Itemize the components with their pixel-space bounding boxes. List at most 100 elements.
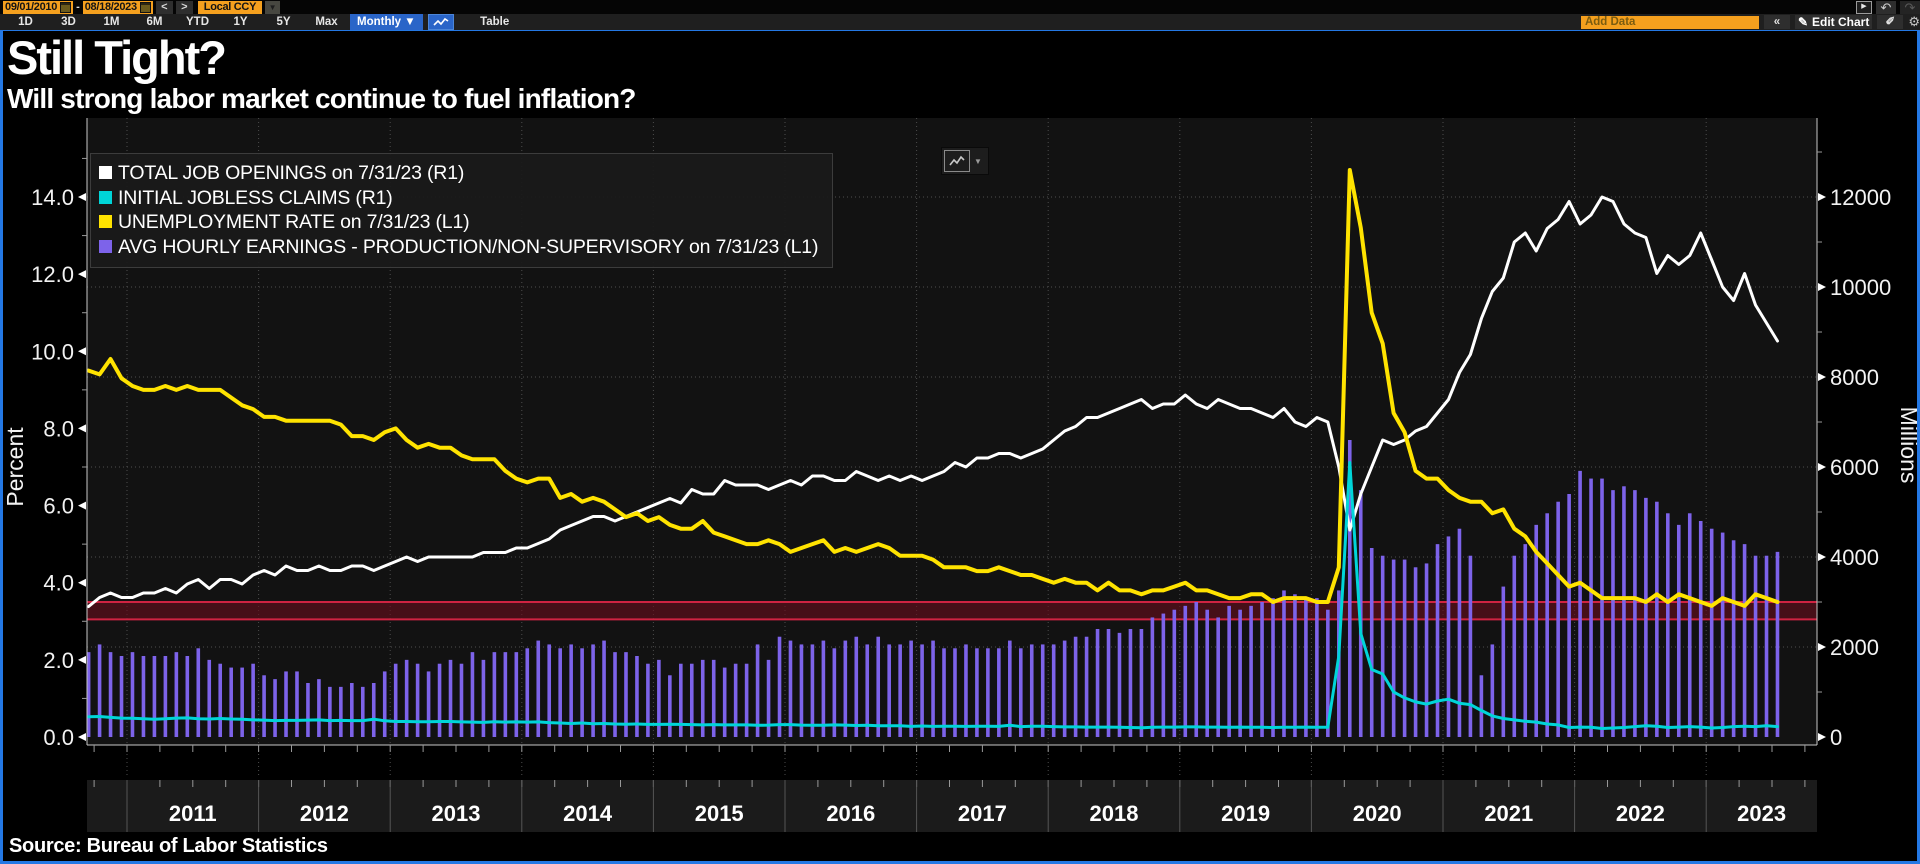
add-data-input[interactable] [1580, 15, 1759, 29]
earnings-bar [1084, 636, 1089, 737]
settings-gear-icon[interactable]: ⚙ [1908, 14, 1920, 29]
calendar-icon[interactable] [139, 1, 151, 13]
earnings-bar [920, 644, 924, 737]
earnings-bar [382, 671, 387, 737]
table-button[interactable]: Table [480, 16, 510, 28]
annotate-icon[interactable]: ✐ [1877, 15, 1904, 29]
left-tick-label: 0.0 [43, 725, 74, 750]
right-axis: 0 2000 4000 6000 8000 10000 12000 [1817, 151, 1891, 750]
range-button-ytd[interactable]: YTD [186, 16, 209, 28]
earnings-bar [1150, 617, 1155, 737]
earnings-bar [306, 683, 310, 737]
earnings-bar [1468, 555, 1473, 737]
year-label[interactable]: 2011 [169, 801, 217, 826]
left-tick-icon [78, 424, 86, 433]
legend-label: INITIAL JOBLESS CLAIMS (R1) [118, 186, 393, 209]
earnings-bar [360, 686, 365, 737]
year-label[interactable]: 2019 [1221, 801, 1270, 826]
earnings-bar [931, 640, 935, 737]
right-tick-label: 6000 [1830, 455, 1879, 480]
earnings-bar [1205, 609, 1210, 737]
edit-chart-button[interactable]: ✎ Edit Chart [1794, 15, 1873, 29]
undo-icon[interactable]: ↶ [1876, 0, 1896, 14]
earnings-bar [1347, 440, 1352, 737]
earnings-bar [547, 644, 552, 737]
earnings-bar [1128, 629, 1133, 737]
range-button-1d[interactable]: 1D [18, 16, 33, 28]
legend-swatch-icon [99, 215, 112, 228]
year-labels: 2011 2012 2013 2014 2015 2016 2017 2018 2019 2020… [126, 780, 1786, 832]
end-date-field[interactable]: 08/18/2023 [82, 0, 153, 14]
legend-swatch-icon [99, 190, 112, 204]
earnings-bar [1161, 613, 1166, 737]
year-label[interactable]: 2022 [1616, 801, 1665, 826]
earnings-bar [415, 663, 420, 737]
start-date-field[interactable]: 09/01/2010 [3, 0, 74, 14]
legend-label: UNEMPLOYMENT RATE on 7/31/23 (L1) [118, 211, 470, 233]
year-label[interactable]: 2013 [432, 801, 481, 826]
range-button-5y[interactable]: 5Y [276, 16, 291, 28]
range-button-1y[interactable]: 1Y [233, 16, 248, 28]
earnings-bar [1523, 544, 1528, 737]
end-date-value: 08/18/2023 [84, 1, 137, 13]
left-tick-icon [78, 270, 86, 279]
legend-item[interactable]: TOTAL JOB OPENINGS on 7/31/23 (R1) [99, 161, 818, 186]
prev-period-button[interactable]: < [155, 0, 173, 14]
earnings-bar [1742, 544, 1747, 737]
earnings-bar [1666, 513, 1670, 737]
earnings-bar [514, 652, 519, 737]
right-tick-label: 4000 [1830, 545, 1879, 570]
year-label[interactable]: 2017 [958, 801, 1007, 826]
calendar-icon[interactable] [60, 1, 72, 13]
year-label[interactable]: 2021 [1484, 801, 1533, 826]
next-period-button[interactable]: > [175, 0, 193, 14]
year-label[interactable]: 2023 [1737, 801, 1786, 826]
currency-selector[interactable]: Local CCY [197, 0, 263, 14]
legend-item[interactable]: UNEMPLOYMENT RATE on 7/31/23 (L1) [99, 210, 818, 235]
earnings-bar [942, 648, 946, 737]
left-tick-label: 14.0 [31, 185, 74, 210]
range-button-6m[interactable]: 6M [146, 16, 163, 28]
year-label[interactable]: 2014 [563, 801, 613, 826]
range-button-max[interactable]: Max [315, 16, 338, 28]
year-label[interactable]: 2018 [1090, 801, 1139, 826]
chevron-down-icon[interactable]: ▼ [265, 0, 281, 14]
earnings-bar [350, 683, 354, 737]
earnings-bar [536, 640, 541, 737]
chart-plot-area[interactable]: 0.0 2.0 4.0 6.0 8.0 10.0 12.0 14.0 0 2000 4000 6000… [3, 115, 1917, 835]
right-tick-label: 0 [1830, 725, 1842, 750]
earnings-bar [953, 648, 957, 737]
earnings-bar [865, 644, 870, 737]
earnings-bar [97, 644, 102, 737]
source-text: Source: Bureau of Labor Statistics [9, 835, 328, 857]
earnings-bar [328, 686, 332, 737]
earnings-bar [1183, 605, 1188, 737]
year-label[interactable]: 2016 [826, 801, 875, 826]
chart-type-line-icon [944, 150, 970, 172]
left-tick-label: 4.0 [43, 571, 74, 596]
chart-type-button[interactable]: ▼ [941, 147, 989, 175]
period-selector-monthly[interactable]: Monthly ▼ [350, 14, 423, 30]
earnings-bar [843, 640, 848, 737]
collapse-button[interactable]: « [1763, 15, 1790, 29]
year-label[interactable]: 2015 [695, 801, 744, 826]
left-axis-title: Percent [3, 427, 28, 507]
line-chart-icon[interactable] [427, 14, 454, 30]
earnings-bar [240, 667, 244, 737]
range-button-1m[interactable]: 1M [103, 16, 120, 28]
threshold-band [87, 602, 1817, 620]
earnings-bar [668, 675, 672, 737]
earnings-bar [492, 652, 497, 737]
unemployment-rate-line [86, 168, 1780, 608]
range-button-3d[interactable]: 3D [61, 16, 76, 28]
redo-icon: ↷ [1900, 0, 1920, 14]
earnings-bar [1413, 567, 1418, 737]
year-label[interactable]: 2020 [1353, 801, 1402, 826]
earnings-bar [722, 667, 727, 737]
year-label[interactable]: 2012 [300, 801, 349, 826]
legend-item[interactable]: AVG HOURLY EARNINGS - PRODUCTION/NON-SUP… [99, 235, 818, 260]
legend-item[interactable]: INITIAL JOBLESS CLAIMS (R1) [99, 186, 818, 211]
popout-icon[interactable]: ▶ [1856, 0, 1872, 14]
earnings-bar [1545, 513, 1549, 737]
earnings-bar [1611, 490, 1615, 737]
